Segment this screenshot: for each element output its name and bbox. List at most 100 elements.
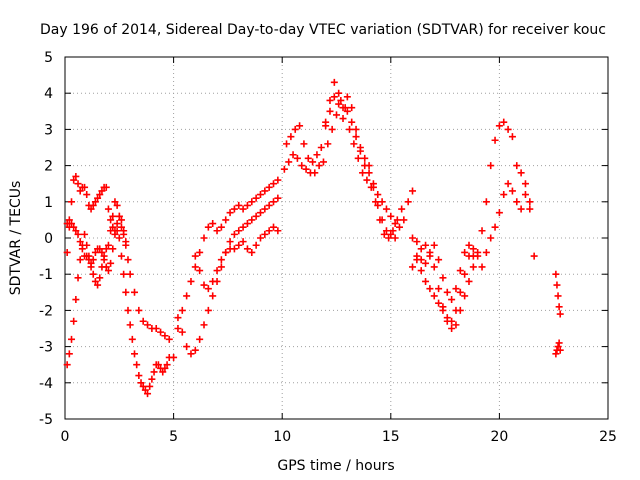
data-point — [72, 296, 80, 304]
data-point — [222, 248, 230, 256]
data-point — [217, 263, 225, 271]
data-point — [76, 256, 84, 264]
data-point — [326, 96, 334, 104]
data-point — [107, 216, 115, 224]
x-tick-label: 25 — [599, 429, 617, 445]
data-point — [285, 158, 293, 166]
data-point — [104, 241, 112, 249]
y-tick-label: 3 — [44, 122, 53, 138]
y-tick-label: 1 — [44, 195, 53, 211]
data-point — [68, 198, 76, 206]
data-point — [265, 183, 273, 191]
data-point — [74, 230, 82, 238]
data-point — [196, 267, 204, 275]
data-point — [270, 180, 278, 188]
data-point — [113, 220, 121, 228]
data-point — [122, 238, 130, 246]
data-point — [274, 227, 282, 235]
y-tick-label: -5 — [39, 412, 53, 428]
data-point — [191, 252, 199, 260]
x-tick-label: 5 — [169, 429, 178, 445]
data-point — [430, 241, 438, 249]
data-point — [109, 212, 117, 220]
data-point — [222, 216, 230, 224]
data-point — [235, 241, 243, 249]
data-point — [265, 201, 273, 209]
data-point — [148, 375, 156, 383]
data-point — [335, 100, 343, 108]
data-point — [413, 252, 421, 260]
data-point — [330, 78, 338, 86]
data-point — [313, 151, 321, 159]
data-point — [361, 154, 369, 162]
data-point — [417, 267, 425, 275]
x-axis-label: GPS time / hours — [277, 458, 394, 474]
data-point — [326, 107, 334, 115]
data-point — [261, 187, 269, 195]
data-point — [68, 220, 76, 228]
data-point — [495, 122, 503, 130]
data-point — [265, 227, 273, 235]
data-point — [508, 187, 516, 195]
data-point — [135, 306, 143, 314]
data-point — [252, 241, 260, 249]
y-axis-label: SDTVAR / TECUs — [8, 181, 24, 296]
data-point — [91, 198, 99, 206]
data-point — [74, 180, 82, 188]
data-point — [311, 169, 319, 177]
data-point — [213, 227, 221, 235]
data-point — [491, 136, 499, 144]
data-point — [283, 140, 291, 148]
data-point — [107, 227, 115, 235]
data-point — [426, 285, 434, 293]
data-point — [469, 263, 477, 271]
data-point — [217, 223, 225, 231]
data-point — [500, 118, 508, 126]
data-point — [287, 133, 295, 141]
data-point — [159, 368, 167, 376]
data-point — [196, 335, 204, 343]
data-point — [461, 248, 469, 256]
data-point — [137, 379, 145, 387]
data-point — [89, 270, 97, 278]
x-tick-label: 20 — [490, 429, 508, 445]
data-point — [230, 245, 238, 253]
data-point — [200, 234, 208, 242]
data-point — [378, 216, 386, 224]
data-point — [409, 234, 417, 242]
data-point — [521, 191, 529, 199]
data-point — [89, 256, 97, 264]
data-point — [369, 183, 377, 191]
data-point — [94, 194, 102, 202]
data-point — [289, 151, 297, 159]
data-point — [435, 256, 443, 264]
data-point — [131, 350, 139, 358]
data-point — [452, 285, 460, 293]
data-point — [102, 263, 110, 271]
data-point — [350, 140, 358, 148]
data-point — [526, 205, 534, 213]
data-point — [122, 288, 130, 296]
data-point — [291, 125, 299, 133]
data-point — [274, 176, 282, 184]
data-point — [154, 361, 162, 369]
data-point — [346, 125, 354, 133]
data-point — [209, 277, 217, 285]
data-point — [487, 234, 495, 242]
data-point — [152, 325, 160, 332]
data-point — [98, 187, 106, 195]
data-point — [96, 274, 104, 282]
axis-ticks: 0 5 10 15 20 25 -5 -4 -3 -2 -1 0 1 2 3 4 5 — [39, 50, 617, 445]
data-point — [296, 122, 304, 130]
data-point — [91, 277, 99, 285]
y-tick-label: 0 — [44, 231, 53, 247]
data-point — [150, 368, 158, 376]
data-point — [270, 223, 278, 231]
data-point — [230, 230, 238, 238]
data-point — [161, 332, 169, 340]
data-point — [107, 259, 115, 267]
data-point — [178, 328, 186, 336]
data-point — [422, 259, 430, 267]
data-point — [374, 191, 382, 199]
data-point — [100, 256, 108, 264]
